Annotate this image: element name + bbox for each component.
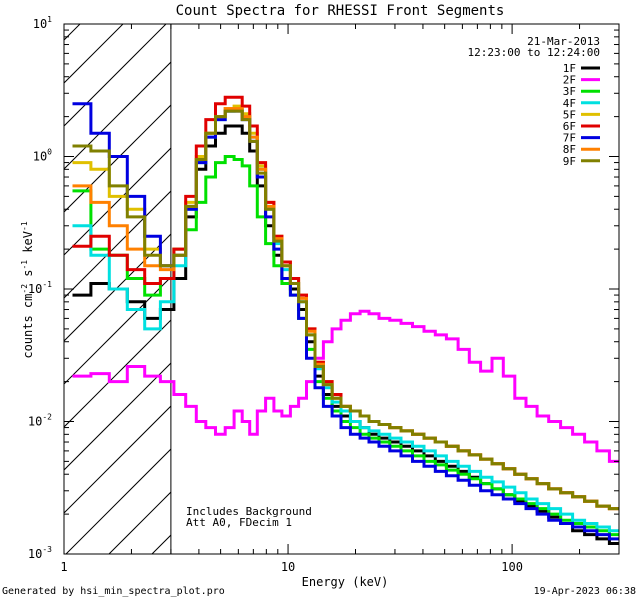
excluded-region-hatch — [0, 0, 640, 554]
hatch-line — [108, 491, 171, 554]
plot-frame — [63, 23, 620, 555]
series-line-5f — [72, 104, 619, 511]
legend-label-4f: 4F — [563, 97, 576, 110]
legend-label-5f: 5F — [563, 108, 576, 121]
annotation-attenuator: Att A0, FDecim 1 — [186, 516, 292, 529]
legend-label-3f: 3F — [563, 85, 576, 98]
hatch-line — [625, 0, 640, 554]
series-line-2f — [72, 309, 619, 463]
x-axis: 1 10 100 — [60, 24, 620, 574]
y-axis-label: counts cm-2 s-1 keV-1 — [20, 221, 35, 358]
timestamp-label: 19-Apr-2023 06:38 — [534, 586, 636, 597]
hatch-line — [64, 147, 171, 256]
hatch-line — [64, 190, 171, 299]
generated-by-label: Generated by hsi_min_spectra_plot.pro — [2, 586, 225, 597]
y-tick-label: 101 — [33, 15, 52, 31]
x-tick-label: 10 — [281, 560, 295, 574]
hatch-line — [582, 0, 640, 554]
hatch-line — [64, 233, 171, 342]
hatch-line — [64, 405, 171, 514]
legend-label-7f: 7F — [563, 132, 576, 145]
y-axis: 10-3 10-2 10-1 100 101 — [28, 15, 619, 561]
hatch-line — [539, 0, 640, 554]
hatch-line — [64, 276, 171, 385]
series-layer — [72, 95, 619, 545]
date-label: 21-Mar-2013 — [527, 35, 600, 48]
chart-title: Count Spectra for RHESSI Front Segments — [176, 3, 505, 19]
series-line-9f — [72, 109, 619, 511]
hatch-line — [65, 448, 171, 554]
hatch-line — [64, 24, 167, 127]
hatch-line — [367, 0, 640, 554]
hatch-line — [64, 362, 171, 471]
x-tick-label: 1 — [60, 560, 67, 574]
y-tick-label: 10-3 — [28, 545, 52, 561]
hatch-line — [0, 0, 107, 554]
legend-label-2f: 2F — [563, 74, 576, 87]
legend-label-6f: 6F — [563, 120, 576, 133]
series-line-6f — [72, 95, 619, 511]
x-axis-label: Energy (keV) — [302, 575, 389, 589]
y-tick-label: 10-1 — [28, 280, 52, 296]
y-tick-label: 100 — [33, 148, 52, 164]
y-tick-label: 10-2 — [28, 413, 52, 429]
legend-label-9f: 9F — [563, 155, 576, 168]
legend-label-8f: 8F — [563, 143, 576, 156]
series-line-8f — [72, 107, 619, 511]
series-line-1f — [72, 124, 619, 545]
hatch-line — [64, 24, 124, 84]
annotation-background: Includes Background — [186, 505, 312, 518]
x-tick-label: 100 — [501, 560, 523, 574]
series-line-3f — [72, 155, 619, 537]
series-line-7f — [72, 102, 619, 541]
time-range-label: 12:23:00 to 12:24:00 — [468, 46, 600, 59]
legend-label-1f: 1F — [563, 62, 576, 75]
